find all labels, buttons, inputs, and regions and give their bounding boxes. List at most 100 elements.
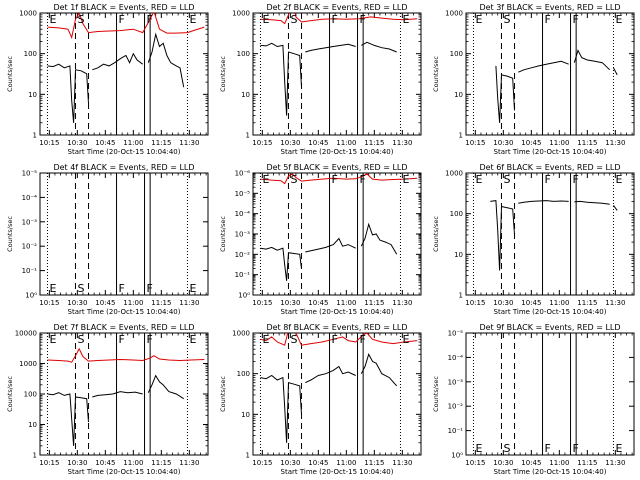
y-tick-label: 10⁰ xyxy=(238,292,250,300)
lld-series-line xyxy=(47,13,205,40)
y-tick-label: 10⁻² xyxy=(235,251,251,259)
marker-label: E xyxy=(475,442,482,455)
marker-label: E xyxy=(49,333,56,346)
x-axis-label: Start Time (20-Oct-15 10:04:40) xyxy=(68,468,181,476)
x-tick-label: 11:30 xyxy=(392,139,412,147)
x-tick-label: 11:00 xyxy=(123,299,143,307)
x-tick-label: 10:15 xyxy=(465,139,485,147)
y-axis-label: Counts/sec xyxy=(432,216,440,252)
y-tick-label: 10⁻³ xyxy=(235,231,251,239)
x-tick-label: 10:30 xyxy=(67,299,87,307)
y-tick-label: 10⁻⁵ xyxy=(235,190,251,198)
x-tick-label: 11:00 xyxy=(336,299,356,307)
events-series-line xyxy=(490,200,618,271)
plot-frame xyxy=(465,332,635,456)
y-tick-label: 1000 xyxy=(232,10,250,18)
marker-label: E xyxy=(402,13,409,26)
detector-panel: Det 2f BLACK = Events, RED = LLD Counts/s… xyxy=(219,3,422,156)
marker-label: F xyxy=(119,333,125,346)
lld-series-line xyxy=(260,333,418,346)
y-tick-label: 1000 xyxy=(232,330,250,338)
marker-label: F xyxy=(545,13,551,26)
detector-panel: Det 4f BLACK = Events, RED = LLD Counts/s… xyxy=(6,163,209,316)
panel-title: Det 5f BLACK = Events, RED = LLD xyxy=(266,163,407,172)
y-axis-label: Counts/sec xyxy=(6,376,14,412)
y-tick-label: 100 xyxy=(450,210,463,218)
x-tick-label: 11:15 xyxy=(577,139,597,147)
panel-title: Det 1f BLACK = Events, RED = LLD xyxy=(53,3,194,12)
x-tick-label: 10:15 xyxy=(252,459,272,467)
marker-label: S xyxy=(77,333,84,346)
y-axis-label: Counts/sec xyxy=(6,56,14,92)
x-tick-label: 10:30 xyxy=(280,139,300,147)
y-tick-label: 10⁻² xyxy=(22,243,38,251)
marker-label: F xyxy=(573,13,579,26)
y-tick-label: 10 xyxy=(241,411,250,419)
y-tick-label: 100 xyxy=(237,50,250,58)
x-tick-label: 10:45 xyxy=(95,139,115,147)
x-axis-label: Start Time (20-Oct-15 10:04:40) xyxy=(494,468,607,476)
detector-panel: Det 1f BLACK = Events, RED = LLD Counts/s… xyxy=(6,3,209,156)
x-axis-label: Start Time (20-Oct-15 10:04:40) xyxy=(494,308,607,316)
y-tick-label: 1 xyxy=(459,292,463,300)
x-tick-label: 11:00 xyxy=(549,299,569,307)
y-tick-label: 1 xyxy=(33,132,37,140)
marker-label: E xyxy=(615,442,622,455)
plot-frame xyxy=(39,172,209,296)
y-tick-label: 10⁻⁴ xyxy=(22,194,38,202)
marker-label: E xyxy=(49,13,56,26)
marker-label: S xyxy=(290,13,297,26)
marker-label: F xyxy=(545,173,551,186)
y-tick-label: 1 xyxy=(459,132,463,140)
marker-label: S xyxy=(503,13,510,26)
detector-panel: Det 7f BLACK = Events, RED = LLD Counts/s… xyxy=(6,323,209,476)
y-tick-label: 10⁻¹ xyxy=(235,271,251,279)
panel-title: Det 7f BLACK = Events, RED = LLD xyxy=(53,323,194,332)
y-axis-label: Counts/sec xyxy=(6,216,14,252)
marker-label: F xyxy=(119,282,125,295)
marker-label: E xyxy=(475,13,482,26)
y-tick-label: 10⁻¹ xyxy=(448,427,464,435)
marker-label: E xyxy=(262,13,269,26)
marker-label: F xyxy=(119,13,125,26)
marker-label: E xyxy=(402,333,409,346)
marker-label: S xyxy=(290,173,297,186)
marker-label: F xyxy=(332,173,338,186)
y-tick-label: 10 xyxy=(28,91,37,99)
y-tick-label: 1 xyxy=(33,452,37,460)
y-tick-label: 1000 xyxy=(19,360,37,368)
x-tick-label: 11:30 xyxy=(605,299,625,307)
y-tick-label: 10⁻³ xyxy=(448,378,464,386)
x-tick-label: 11:30 xyxy=(392,299,412,307)
x-tick-label: 10:30 xyxy=(280,459,300,467)
lld-series-line xyxy=(47,347,205,363)
y-tick-label: 10000 xyxy=(15,330,37,338)
y-tick-label: 1000 xyxy=(445,170,463,178)
marker-label: F xyxy=(332,333,338,346)
plot-frame xyxy=(465,12,635,136)
x-tick-label: 10:30 xyxy=(493,139,513,147)
x-tick-label: 11:15 xyxy=(151,299,171,307)
x-tick-label: 10:45 xyxy=(95,299,115,307)
x-axis-label: Start Time (20-Oct-15 10:04:40) xyxy=(281,468,394,476)
y-tick-label: 100 xyxy=(24,50,37,58)
y-tick-label: 10⁻⁴ xyxy=(235,210,251,218)
x-tick-label: 11:00 xyxy=(123,139,143,147)
x-tick-label: 11:15 xyxy=(577,459,597,467)
y-tick-label: 10⁻² xyxy=(448,403,464,411)
x-tick-label: 11:15 xyxy=(364,459,384,467)
marker-label: S xyxy=(77,13,84,26)
y-tick-label: 100 xyxy=(24,391,37,399)
x-tick-label: 11:15 xyxy=(364,299,384,307)
x-tick-label: 11:15 xyxy=(151,459,171,467)
x-tick-label: 10:30 xyxy=(67,459,87,467)
panel-title: Det 8f BLACK = Events, RED = LLD xyxy=(266,323,407,332)
marker-label: F xyxy=(147,13,153,26)
x-axis-label: Start Time (20-Oct-15 10:04:40) xyxy=(281,148,394,156)
x-tick-label: 11:30 xyxy=(179,459,199,467)
x-tick-label: 11:15 xyxy=(577,299,597,307)
events-series-line xyxy=(495,49,618,123)
y-tick-label: 100 xyxy=(450,50,463,58)
y-axis-label: Counts/sec xyxy=(432,376,440,412)
